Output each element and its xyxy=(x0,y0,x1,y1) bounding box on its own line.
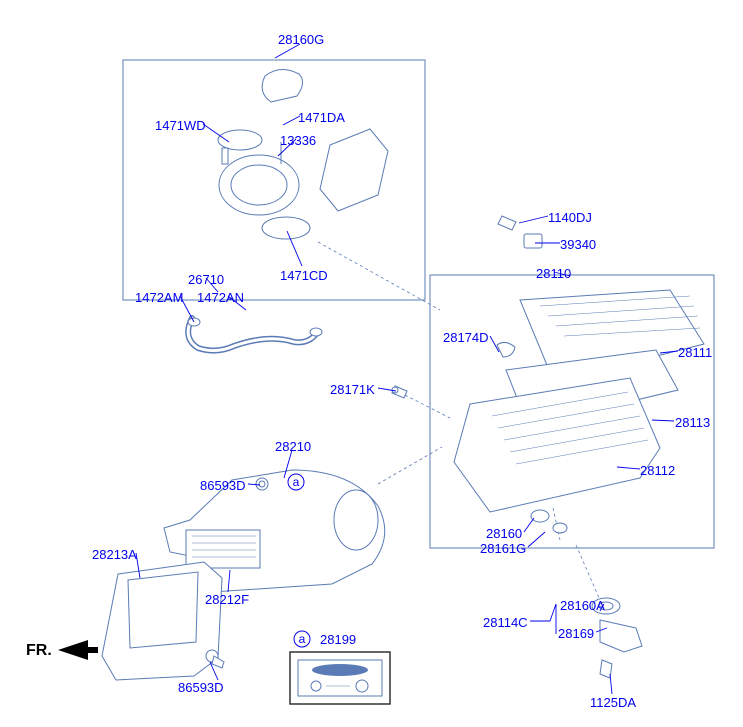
marker-a-text: a xyxy=(293,475,300,489)
lbl-28213A: 28213A xyxy=(92,547,137,562)
lbl-1471DA: 1471DA xyxy=(298,110,345,125)
lbl-28160A: 28160A xyxy=(560,598,605,613)
lbl-28161G: 28161G xyxy=(480,541,526,556)
lbl-28174D: 28174D xyxy=(443,330,489,345)
lbl-28199: 28199 xyxy=(320,632,356,647)
lbl-13336: 13336 xyxy=(280,133,316,148)
lbl-1472AM: 1472AM xyxy=(135,290,183,305)
lbl-1472AN: 1472AN xyxy=(197,290,244,305)
fr-arrow xyxy=(58,640,98,660)
lbl-28110: 28110 xyxy=(536,266,571,281)
lbl-28114C: 28114C xyxy=(483,615,528,630)
air-shield xyxy=(102,562,222,680)
lbl-28210: 28210 xyxy=(275,439,311,454)
diagram-canvas: a a xyxy=(0,0,743,727)
lbl-28212F: 28212F xyxy=(205,592,249,607)
lbl-1125DA: 1125DA xyxy=(590,695,636,710)
lbl-26710: 26710 xyxy=(188,272,224,287)
breather-hose xyxy=(188,318,322,351)
dash-5 xyxy=(576,545,600,600)
lbl-1471CD: 1471CD xyxy=(280,268,328,283)
lbl-86593D-a: 86593D xyxy=(200,478,246,493)
svg-text:a: a xyxy=(299,632,306,646)
lbl-28112: 28112 xyxy=(640,463,675,478)
fr-label: FR. xyxy=(26,642,52,660)
lbl-1140DJ: 1140DJ xyxy=(548,210,592,225)
lbl-28169: 28169 xyxy=(558,626,594,641)
lbl-86593D-b: 86593D xyxy=(178,680,224,695)
lbl-28160G: 28160G xyxy=(278,32,324,47)
lbl-28160: 28160 xyxy=(486,526,522,541)
lbl-28171K: 28171K xyxy=(330,382,375,397)
lbl-1471WD: 1471WD xyxy=(155,118,206,133)
lbl-28113: 28113 xyxy=(675,415,710,430)
lbl-28111: 28111 xyxy=(678,345,712,360)
lbl-39340: 39340 xyxy=(560,237,596,252)
